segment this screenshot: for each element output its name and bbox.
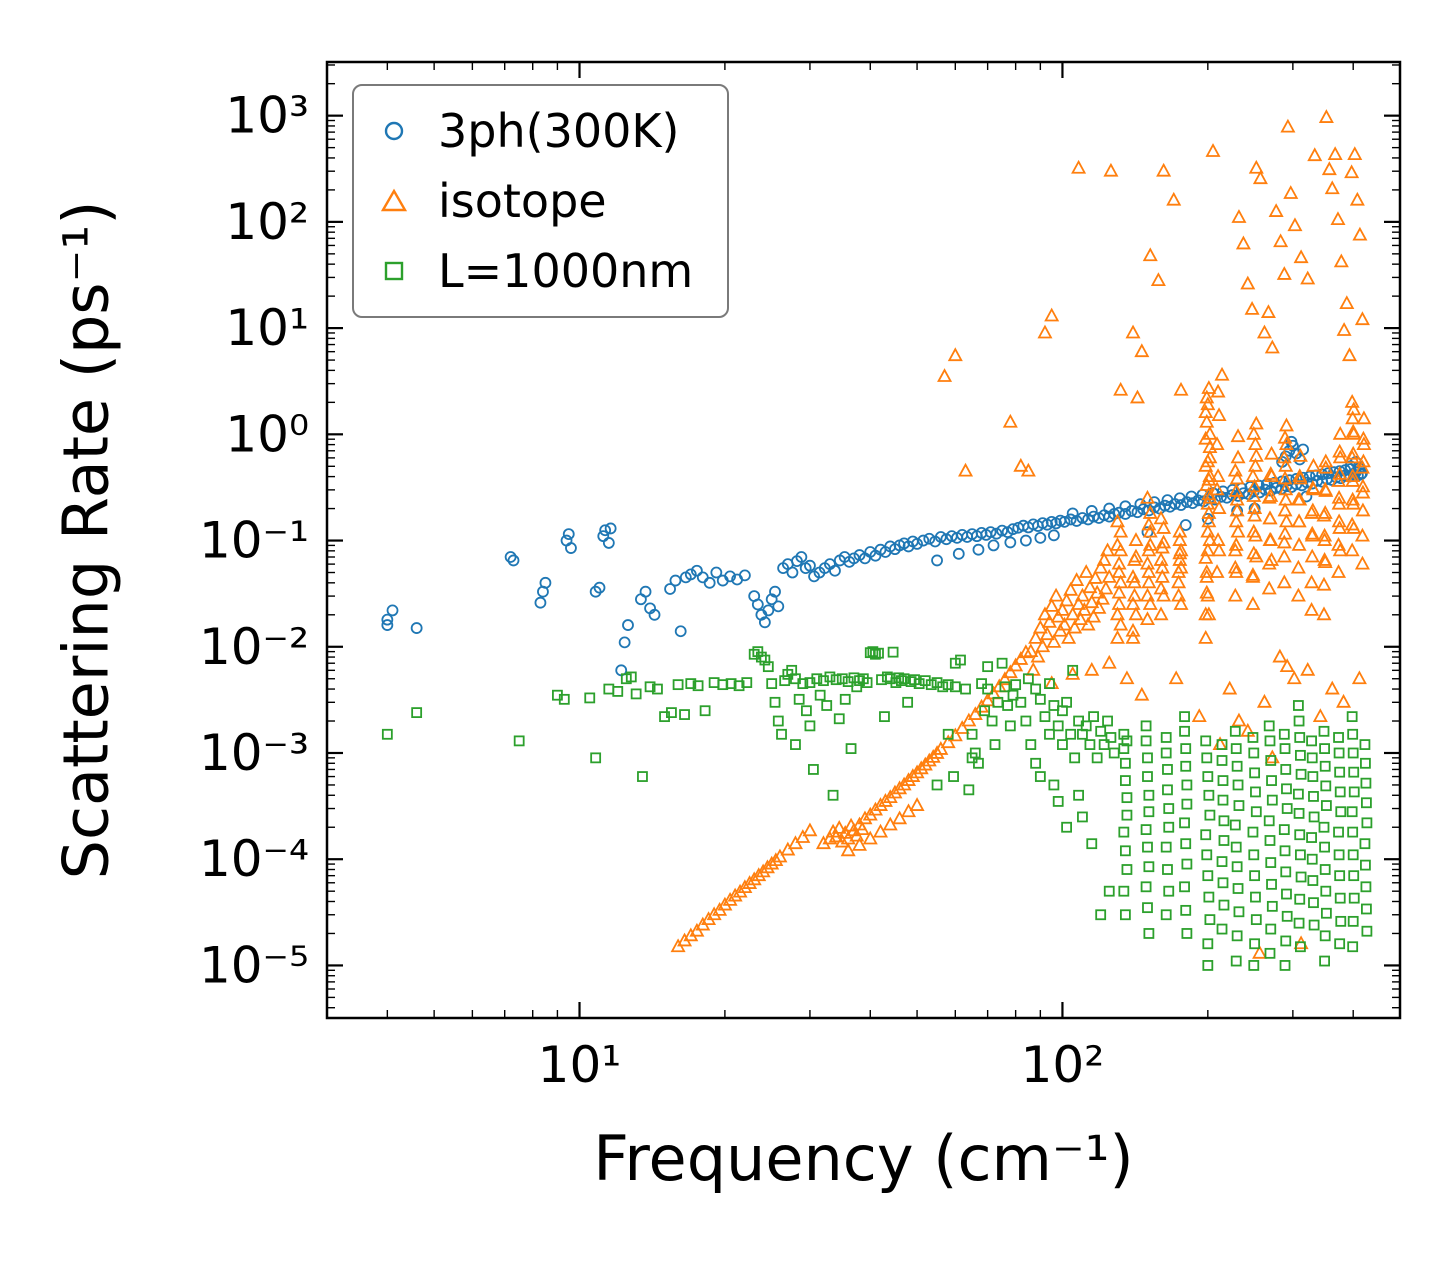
legend-label: 3ph(300K) <box>438 104 680 158</box>
legend-item-isotope: isotope <box>378 168 693 234</box>
x-axis-label: Frequency (cm⁻¹) <box>593 1122 1134 1195</box>
y-tick-labels: 10³ 10² 10¹ 10⁰ 10⁻¹ 10⁻² 10⁻³ 10⁻⁴ 10⁻⁵ <box>199 87 309 995</box>
plot-frame <box>325 60 1402 1020</box>
legend-label: L=1000nm <box>438 244 694 298</box>
svg-text:10⁻⁴: 10⁻⁴ <box>199 830 309 888</box>
svg-text:10¹: 10¹ <box>225 299 309 357</box>
data-points <box>381 109 1373 971</box>
svg-text:10³: 10³ <box>225 87 309 145</box>
svg-text:10¹: 10¹ <box>538 1036 622 1094</box>
svg-text:10⁻²: 10⁻² <box>199 618 309 676</box>
svg-text:10²: 10² <box>1021 1036 1105 1094</box>
y-axis-label: Scattering Rate (ps⁻¹) <box>49 200 123 880</box>
legend-item-3ph: 3ph(300K) <box>378 98 693 164</box>
series-triangle <box>670 109 1372 959</box>
triangle-marker-icon <box>380 188 408 212</box>
circle-marker-icon <box>384 121 404 141</box>
x-tick-labels: 10¹ 10² <box>538 1036 1105 1094</box>
axis-ticks <box>326 62 1401 1018</box>
svg-text:10⁰: 10⁰ <box>225 405 309 463</box>
series-square <box>381 646 1373 971</box>
square-marker-icon <box>384 261 404 281</box>
svg-text:10⁻⁵: 10⁻⁵ <box>199 936 309 994</box>
svg-text:10⁻¹: 10⁻¹ <box>199 512 309 570</box>
svg-text:10⁻³: 10⁻³ <box>199 724 309 782</box>
legend-label: isotope <box>438 174 607 228</box>
svg-text:10²: 10² <box>225 193 309 251</box>
legend-item-L1000nm: L=1000nm <box>378 238 693 304</box>
legend: 3ph(300K) isotope L=1000nm <box>352 84 730 318</box>
